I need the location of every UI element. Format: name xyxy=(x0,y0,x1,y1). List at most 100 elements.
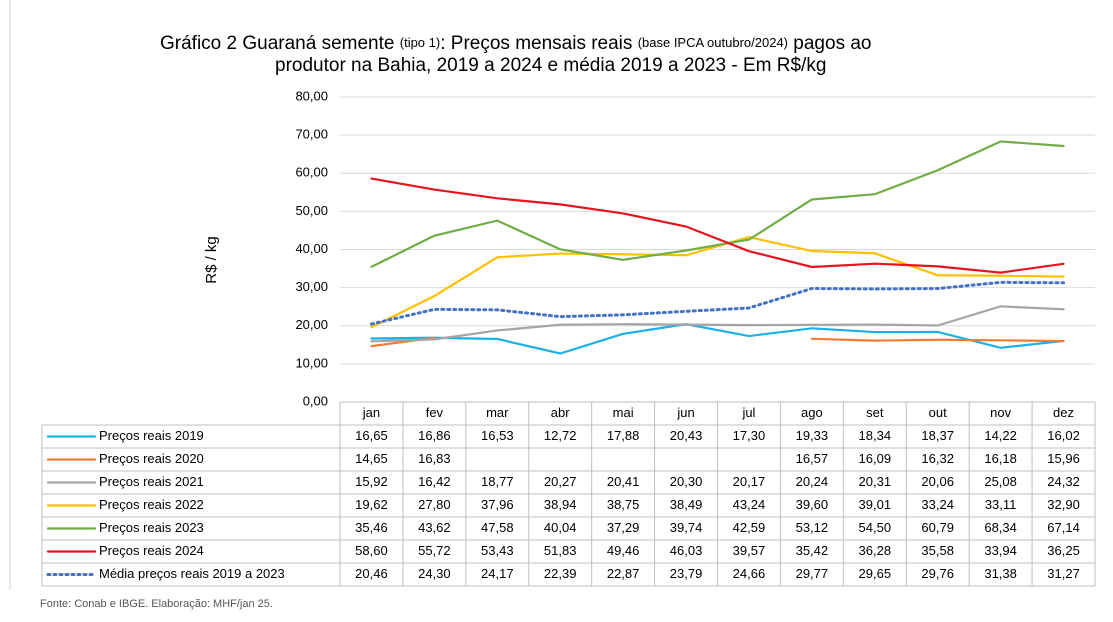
legend-label: Preços reais 2022 xyxy=(99,497,204,512)
table-value: 35,46 xyxy=(355,520,388,535)
table-value: 40,04 xyxy=(544,520,577,535)
table-value: 37,29 xyxy=(607,520,640,535)
y-tick-label: 10,00 xyxy=(295,355,328,370)
table-value: 38,75 xyxy=(607,497,640,512)
y-tick-label: 30,00 xyxy=(295,279,328,294)
table-value: 54,50 xyxy=(859,520,892,535)
table-value: 19,62 xyxy=(355,497,388,512)
table-value: 14,22 xyxy=(984,428,1017,443)
table-value: 16,02 xyxy=(1047,428,1080,443)
table-value: 20,46 xyxy=(355,566,388,581)
x-tick-label: set xyxy=(866,405,884,420)
table-value: 36,25 xyxy=(1047,543,1080,558)
table-value: 16,42 xyxy=(418,474,451,489)
table-value: 46,03 xyxy=(670,543,703,558)
table-value: 32,90 xyxy=(1047,497,1080,512)
table-value: 20,30 xyxy=(670,474,703,489)
x-tick-label: mar xyxy=(486,405,509,420)
y-tick-label: 60,00 xyxy=(295,165,328,180)
table-value: 33,94 xyxy=(984,543,1017,558)
y-tick-label: 0,00 xyxy=(303,393,328,408)
series-line xyxy=(370,177,1065,274)
table-value: 29,65 xyxy=(859,566,892,581)
legend-label: Preços reais 2019 xyxy=(99,428,204,443)
table-value: 29,77 xyxy=(796,566,829,581)
table-value: 58,60 xyxy=(355,543,388,558)
table-value: 24,66 xyxy=(733,566,766,581)
table-value: 15,92 xyxy=(355,474,388,489)
y-tick-label: 20,00 xyxy=(295,317,328,332)
series-line xyxy=(369,280,1066,326)
x-tick-label: jul xyxy=(741,405,755,420)
x-tick-label: jun xyxy=(676,405,694,420)
table-value: 33,24 xyxy=(921,497,954,512)
table-value: 22,39 xyxy=(544,566,577,581)
x-tick-label: fev xyxy=(426,405,444,420)
title-part: Gráfico 2 Guaraná semente xyxy=(160,33,394,54)
series-line xyxy=(370,322,1065,355)
x-tick-label: out xyxy=(929,405,947,420)
table-value: 18,37 xyxy=(921,428,954,443)
y-axis-label: R$ / kg xyxy=(203,236,220,284)
table-value: 38,49 xyxy=(670,497,703,512)
table-value: 20,43 xyxy=(670,428,703,443)
legend-label: Preços reais 2021 xyxy=(99,474,204,489)
table-value: 39,01 xyxy=(859,497,892,512)
table-value: 53,12 xyxy=(796,520,829,535)
table-value: 49,46 xyxy=(607,543,640,558)
legend-label: Preços reais 2023 xyxy=(99,520,204,535)
table-value: 53,43 xyxy=(481,543,514,558)
table-value: 16,09 xyxy=(859,451,892,466)
table-value: 16,32 xyxy=(921,451,954,466)
title-part: (tipo 1) xyxy=(400,35,440,50)
table-value: 31,27 xyxy=(1047,566,1080,581)
table-value: 43,24 xyxy=(733,497,766,512)
table-value: 20,31 xyxy=(859,474,892,489)
table-value: 25,08 xyxy=(984,474,1017,489)
table-value: 47,58 xyxy=(481,520,514,535)
table-value: 23,79 xyxy=(670,566,703,581)
table-value: 16,83 xyxy=(418,451,451,466)
table-value: 39,60 xyxy=(796,497,829,512)
table-value: 60,79 xyxy=(921,520,954,535)
table-value: 42,59 xyxy=(733,520,766,535)
table-value: 16,18 xyxy=(984,451,1017,466)
title-part: : Preços mensais reais xyxy=(440,33,632,54)
table-value: 20,06 xyxy=(921,474,954,489)
table-value: 20,27 xyxy=(544,474,577,489)
x-tick-label: ago xyxy=(801,405,823,420)
table-value: 24,17 xyxy=(481,566,514,581)
table-value: 20,41 xyxy=(607,474,640,489)
table-value: 17,88 xyxy=(607,428,640,443)
table-value: 35,42 xyxy=(796,543,829,558)
table-value: 43,62 xyxy=(418,520,451,535)
series-line xyxy=(370,305,1065,343)
source: Fonte: Conab e IBGE. Elaboração: MHF/jan… xyxy=(40,598,273,610)
title-part: (base IPCA outubro/2024) xyxy=(638,35,788,50)
table-value: 16,53 xyxy=(481,428,514,443)
table-value: 17,30 xyxy=(733,428,766,443)
table-value: 33,11 xyxy=(985,497,1017,512)
table-value: 68,34 xyxy=(984,520,1017,535)
legend-label: Média preços reais 2019 a 2023 xyxy=(99,566,285,581)
x-tick-label: jan xyxy=(362,405,380,420)
y-tick-label: 70,00 xyxy=(295,127,328,142)
table-value: 14,65 xyxy=(355,451,388,466)
y-tick-label: 50,00 xyxy=(295,203,328,218)
table-value: 18,34 xyxy=(859,428,892,443)
table-value: 18,77 xyxy=(481,474,514,489)
x-tick-label: mai xyxy=(613,405,634,420)
title-part: pagos ao xyxy=(793,33,871,54)
series-line xyxy=(370,140,1065,268)
legend-label: Preços reais 2024 xyxy=(99,543,204,558)
table-value: 24,32 xyxy=(1047,474,1080,489)
table-value: 29,76 xyxy=(921,566,954,581)
table-value: 55,72 xyxy=(418,543,451,558)
table-value: 16,65 xyxy=(355,428,388,443)
table-value: 16,86 xyxy=(418,428,451,443)
y-tick-label: 80,00 xyxy=(295,88,328,103)
table-value: 16,57 xyxy=(796,451,829,466)
table-value: 19,33 xyxy=(796,428,829,443)
